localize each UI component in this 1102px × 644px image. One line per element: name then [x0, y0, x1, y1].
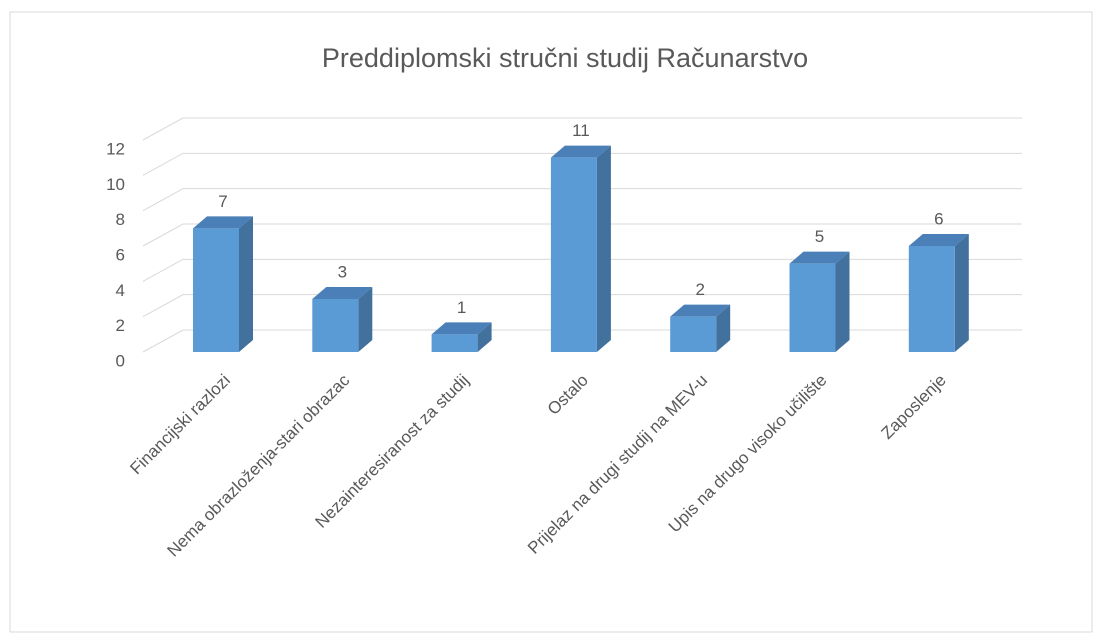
- bar: [789, 251, 850, 352]
- bar-front: [431, 334, 478, 352]
- bar-top: [550, 145, 611, 158]
- grid-line: [142, 294, 1022, 318]
- bar-front: [193, 228, 239, 352]
- bar-side: [239, 216, 253, 352]
- bar-top: [789, 251, 850, 264]
- grid-line: [142, 188, 1022, 212]
- value-label: 2: [695, 280, 704, 299]
- value-label: 11: [572, 121, 590, 140]
- bar: [908, 234, 969, 352]
- bar-top: [431, 322, 492, 335]
- grid-line: [142, 152, 1022, 176]
- y-tick-label: 10: [106, 175, 125, 194]
- bar-front: [670, 316, 717, 352]
- y-tick-label: 12: [106, 139, 125, 158]
- y-tick-label: 2: [116, 316, 125, 335]
- chart-title: Preddiplomski stručni studij Računarstvo: [322, 43, 808, 73]
- y-tick-label: 4: [116, 281, 125, 300]
- grid-line: [142, 117, 1022, 141]
- bar-front: [312, 299, 359, 352]
- bar-side: [835, 251, 850, 352]
- bar: [670, 304, 731, 352]
- bar-side: [954, 234, 969, 352]
- bar: [193, 216, 253, 352]
- bar-side: [358, 287, 373, 352]
- bar-top: [908, 234, 969, 246]
- bar-side: [716, 304, 731, 352]
- grid-line: [142, 258, 1022, 282]
- bar-top: [670, 304, 731, 317]
- value-label: 6: [934, 209, 943, 228]
- y-tick-label: 0: [116, 351, 125, 370]
- bar-side: [596, 145, 611, 352]
- y-tick-label: 6: [116, 245, 125, 264]
- bar-top: [193, 216, 253, 229]
- bar: [312, 287, 373, 352]
- y-tick-label: 8: [116, 210, 125, 229]
- value-label: 1: [457, 298, 466, 317]
- grid-line: [142, 329, 1022, 353]
- bar: [431, 322, 492, 352]
- value-label: 7: [218, 192, 227, 211]
- value-label: 5: [815, 227, 824, 246]
- bar-top: [312, 287, 373, 299]
- grid-line: [142, 223, 1022, 247]
- bar-front: [550, 157, 597, 352]
- bar: [550, 145, 611, 352]
- value-label: 3: [338, 262, 347, 281]
- bar-front: [789, 263, 836, 352]
- bar-front: [908, 246, 955, 352]
- bar-side: [477, 322, 492, 352]
